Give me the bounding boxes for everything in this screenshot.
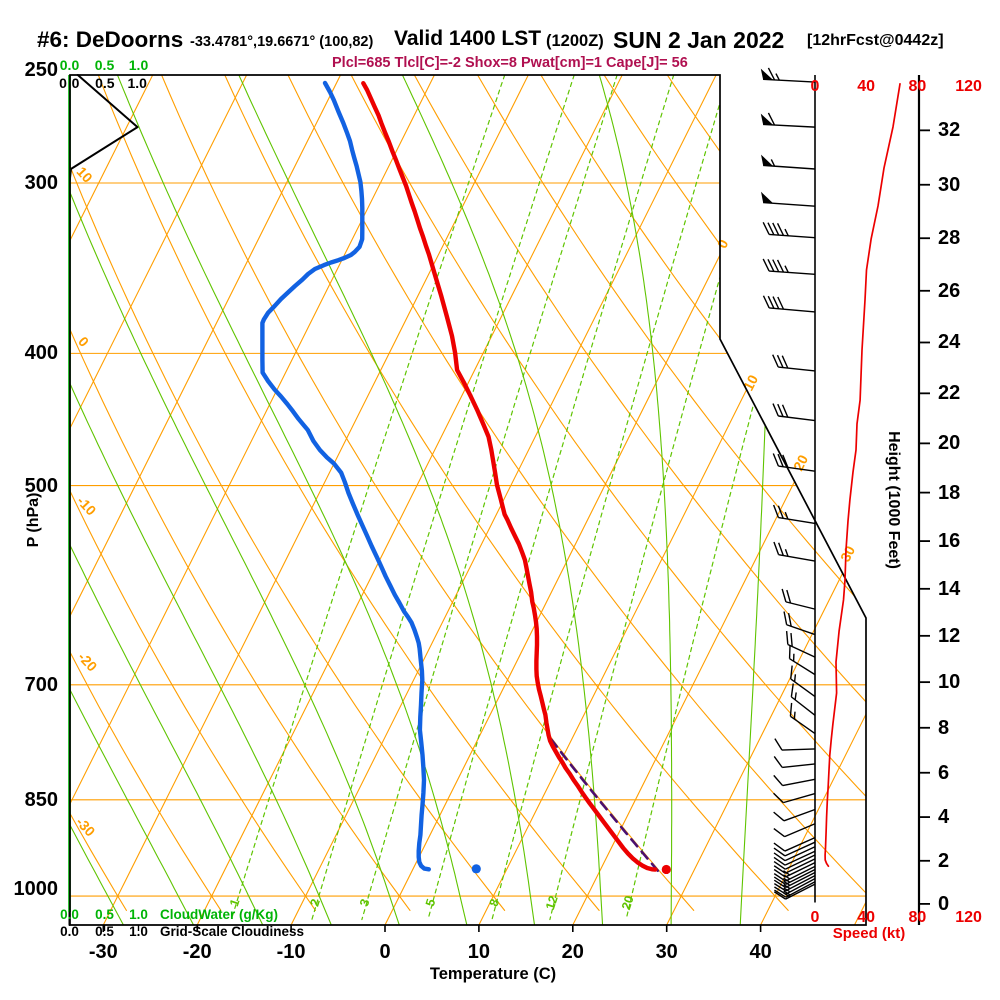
temperature-tick-label: -30 <box>88 941 118 963</box>
speed-scale-top-label: 0 <box>810 78 820 95</box>
background-grid <box>70 75 866 925</box>
valid-time: Valid 1400 LST <box>394 27 542 50</box>
temperature-tick-label: 10 <box>467 941 491 963</box>
station-title: #6: DeDoorns <box>37 27 184 52</box>
temperature-axis-title: Temperature (C) <box>429 965 557 983</box>
wind-speed-profile <box>824 83 901 868</box>
cloudiness-top-label: 0.5 <box>95 75 115 91</box>
pressure-tick-label: 300 <box>24 171 58 194</box>
cloudwater-bottom-label: 1.0 <box>129 907 148 922</box>
speed-scale-bottom-label: 80 <box>908 909 927 926</box>
height-tick-label: 6 <box>938 761 950 784</box>
cloudwater-top-label: 0.5 <box>94 57 115 73</box>
speed-scale-bottom-label: 0 <box>810 909 820 926</box>
pressure-tick-label: 700 <box>24 673 58 696</box>
cloudiness-axis-label: Grid-Scale Cloudiness <box>160 924 305 939</box>
height-tick-label: 28 <box>938 227 961 250</box>
temperature-curve <box>361 80 658 872</box>
dewpoint-curve <box>260 80 431 872</box>
cloudwater-top-label: 0.0 <box>59 57 80 73</box>
mixing-ratio-label: 2 <box>307 897 322 908</box>
temperature-tick-label: 20 <box>561 941 584 963</box>
height-tick-label: 18 <box>938 481 961 504</box>
dry-adiabat-label: -20 <box>75 649 101 675</box>
cloudiness-bottom-label: 1.0 <box>129 924 148 939</box>
speed-scale-top-label: 80 <box>908 78 927 95</box>
cloudiness-top-label: 0 <box>59 75 67 91</box>
height-tick-label: 30 <box>938 173 961 196</box>
mixing-ratio-label: 12 <box>543 894 561 912</box>
height-tick-label: 26 <box>938 279 961 302</box>
temperature-tick-label: 40 <box>749 941 772 963</box>
height-tick-label: 16 <box>938 530 961 553</box>
height-tick-label: 12 <box>938 624 961 647</box>
cloudiness-bottom-label: 0.0 <box>60 924 79 939</box>
mixing-ratio-label: 20 <box>619 894 637 912</box>
height-tick-label: 14 <box>938 577 961 600</box>
cloudwater-bottom-label: 0.5 <box>95 907 114 922</box>
surface-temperature-dot <box>661 864 671 875</box>
speed-scale-top-label: 120 <box>955 78 982 95</box>
cloudwater-top-label: 1.0 <box>128 57 149 73</box>
isotherm-label: 0 <box>714 236 732 250</box>
mixing-ratio-label: 5 <box>423 897 438 908</box>
height-tick-label: 32 <box>938 119 961 142</box>
valid-time-z: (1200Z) <box>546 32 604 50</box>
cloudiness-bottom-label: 0.5 <box>95 924 114 939</box>
station-coordinates: -33.4781°,19.6671° (100,82) <box>190 34 374 50</box>
surface-dewpoint-dot <box>471 864 481 874</box>
diagnostics-line: Plcl=685 Tlcl[C]=-2 Shox=8 Pwat[cm]=1 Ca… <box>332 55 688 71</box>
plot-border <box>69 74 867 926</box>
valid-date: SUN 2 Jan 2022 <box>613 27 785 53</box>
height-tick-label: 2 <box>938 849 950 872</box>
temperature-tick-label: 30 <box>655 941 678 963</box>
parcel-path <box>548 736 660 873</box>
pressure-axis-title: P (hPa) <box>25 492 42 548</box>
pressure-tick-label: 400 <box>24 342 58 365</box>
height-tick-label: 20 <box>938 432 961 455</box>
mixing-ratio-label: 1 <box>227 897 242 908</box>
height-tick-label: 22 <box>938 382 961 405</box>
height-tick-label: 24 <box>938 331 961 354</box>
height-tick-label: 4 <box>938 806 950 829</box>
speed-scale-top-label: 40 <box>857 78 876 95</box>
cloudiness-top-label: 1.0 <box>127 75 147 91</box>
speed-axis-title: Speed (kt) <box>832 925 906 942</box>
height-tick-label: 8 <box>938 716 950 739</box>
pressure-tick-label: 850 <box>24 788 58 811</box>
pressure-tick-label: 250 <box>24 59 58 81</box>
height-axis-title: Height (1000 Feet) <box>885 431 902 569</box>
cloudwater-bottom-label: 0.0 <box>60 907 79 922</box>
cloudwater-axis-label: CloudWater (g/Kg) <box>160 907 278 922</box>
wind-barbs <box>760 67 816 900</box>
pressure-tick-label: 500 <box>24 474 58 497</box>
mixing-ratio-label: 3 <box>357 897 372 908</box>
isotherm-label: 30 <box>837 543 858 564</box>
dry-adiabat-label: -10 <box>74 493 100 519</box>
height-tick-label: 10 <box>938 671 961 694</box>
pressure-tick-label: 1000 <box>13 878 59 900</box>
forecast-info: [12hrFcst@0442z] <box>807 32 944 49</box>
temperature-tick-label: -20 <box>182 941 212 963</box>
mixing-ratio-label: 8 <box>487 897 502 908</box>
height-tick-label: 0 <box>938 892 950 915</box>
dry-adiabat-label: -30 <box>73 814 99 840</box>
temperature-tick-label: 0 <box>379 941 391 963</box>
cloudiness-top-label: 0 <box>71 75 80 91</box>
speed-scale-bottom-label: 40 <box>857 909 876 926</box>
speed-scale-bottom-label: 120 <box>955 909 982 926</box>
temperature-tick-label: -10 <box>276 941 306 963</box>
